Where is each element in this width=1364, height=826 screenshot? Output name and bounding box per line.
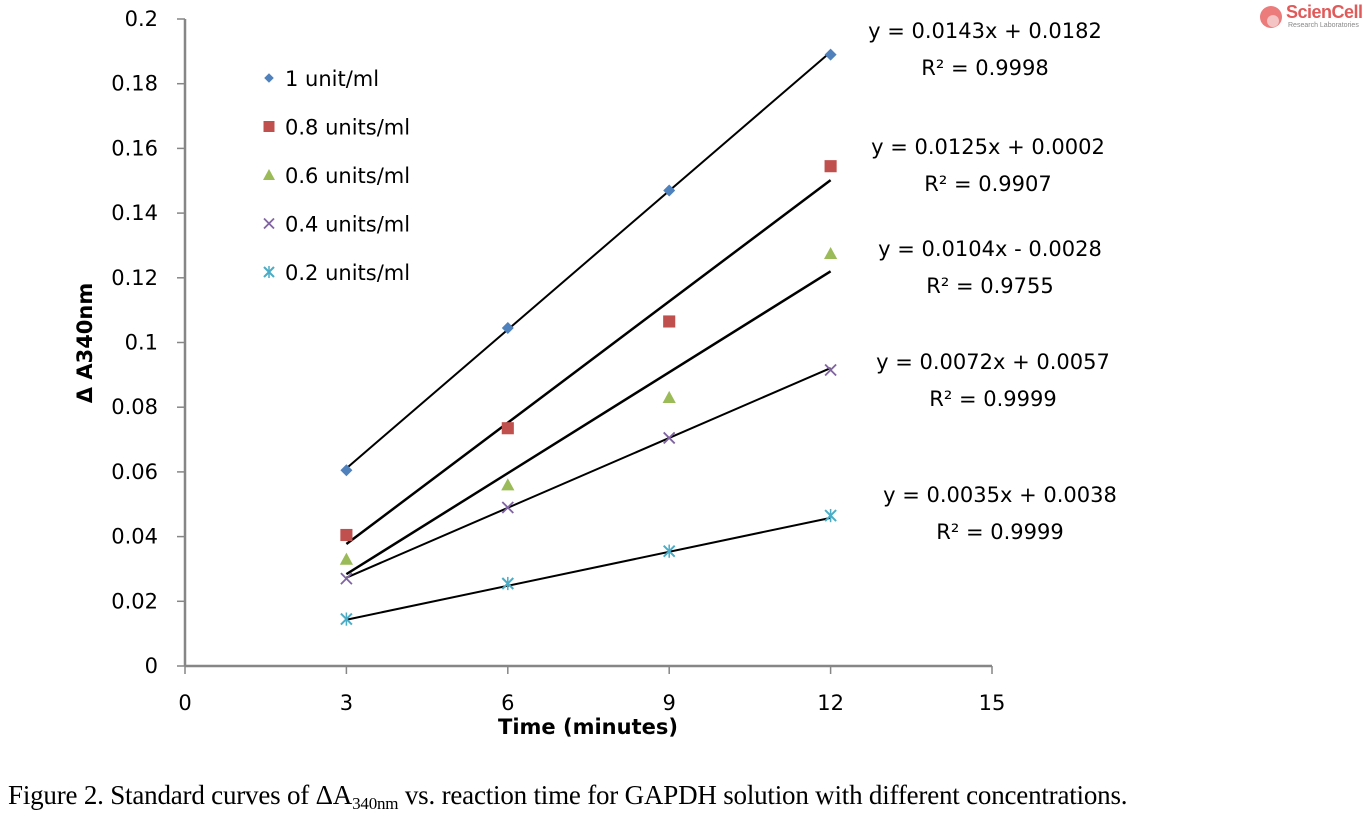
legend-label-4: 0.4 units/ml (285, 213, 410, 237)
trendline-equation-4: y = 0.0072x + 0.0057 (876, 350, 1110, 374)
legend-marker-4 (263, 217, 275, 230)
trendline-r2-1: R² = 0.9998 (921, 56, 1048, 80)
data-point-s2-4 (824, 160, 837, 173)
data-point-s4-2 (501, 501, 514, 514)
data-point-s4-3 (663, 431, 676, 445)
trendline-3 (345, 270, 832, 576)
legend-label-3: 0.6 units/ml (285, 164, 410, 188)
trendline-equation-2: y = 0.0125x + 0.0002 (871, 135, 1105, 159)
y-tick-label: 0.06 (111, 460, 158, 484)
y-tick-label: 0.12 (111, 266, 158, 290)
x-tick-label: 3 (340, 691, 353, 715)
y-tick-label: 0 (145, 654, 158, 678)
data-point-s3-1 (339, 552, 353, 565)
data-point-s3-4 (824, 246, 838, 260)
trendline-r2-5: R² = 0.9999 (936, 520, 1063, 544)
marker-stroke (263, 217, 275, 230)
caption-subscript: 340nm (352, 794, 399, 813)
data-point-s1-2 (501, 321, 514, 334)
legend-marker-3 (263, 169, 275, 180)
trendline-equation-3: y = 0.0104x - 0.0028 (878, 237, 1102, 261)
legend-label-1: 1 unit/ml (285, 67, 379, 91)
logo-name: ScienCell (1286, 2, 1363, 22)
y-tick-label: 0.1 (125, 331, 158, 355)
x-tick-label: 9 (663, 691, 676, 715)
trendline-r2-4: R² = 0.9999 (929, 387, 1056, 411)
marker-stroke (663, 431, 676, 445)
legend-marker-2 (263, 121, 275, 132)
y-tick-label: 0.02 (111, 589, 158, 613)
trendline-equations: y = 0.0143x + 0.0182 R² = 0.9998 y = 0.012… (868, 19, 1117, 544)
trendline-equation-1: y = 0.0143x + 0.0182 (868, 19, 1102, 43)
logo-icon (1260, 6, 1282, 28)
trendline-r2-2: R² = 0.9907 (924, 172, 1051, 196)
axes: 0 0.02 0.04 0.06 0.08 0.1 0.12 0.14 0.16 0.18 0.2 0… (111, 7, 1005, 715)
caption-suffix: vs. reaction time for GAPDH solution wit… (398, 780, 1128, 810)
legend-label-2: 0.8 units/ml (285, 116, 410, 140)
sciencell-logo: ScienCell Research Laboratories (1258, 2, 1363, 34)
data-point-s4-4 (824, 363, 837, 377)
data-point-s1-3 (663, 184, 676, 197)
trendline-r2-3: R² = 0.9755 (926, 274, 1053, 298)
data-point-s2-2 (501, 422, 514, 435)
data-point-s4-1 (340, 572, 353, 585)
figure-caption: Figure 2. Standard curves of ΔA340nm vs.… (8, 780, 1128, 814)
legend: 1 unit/ml 0.8 units/ml 0.6 units/ml 0.4 uni… (263, 67, 410, 285)
data-point-s3-2 (501, 478, 515, 491)
y-tick-label: 0.08 (111, 395, 158, 419)
data-point-s3-3 (662, 390, 676, 403)
trendline-2 (345, 179, 832, 546)
data-point-s5-2 (501, 576, 515, 591)
data-point-s1-1 (340, 464, 353, 477)
logo-tagline: Research Laboratories (1288, 22, 1359, 29)
data-point-s1-4 (824, 48, 837, 61)
y-tick-label: 0.18 (111, 72, 158, 96)
marker-stroke (340, 572, 353, 585)
x-axis-title: Time (minutes) (498, 715, 678, 739)
y-tick-label: 0.04 (111, 525, 158, 549)
x-tick-label: 6 (501, 691, 514, 715)
x-tick-label: 12 (817, 691, 844, 715)
trendline-equation-5: y = 0.0035x + 0.0038 (883, 483, 1117, 507)
y-tick-label: 0.2 (125, 7, 158, 31)
data-point-s5-3 (662, 544, 676, 558)
data-point-s5-4 (824, 508, 837, 523)
y-tick-label: 0.14 (111, 201, 158, 225)
x-tick-label: 0 (178, 691, 191, 715)
legend-label-5: 0.2 units/ml (285, 261, 410, 285)
trendline-5 (346, 516, 831, 621)
trendline-4 (346, 367, 831, 579)
marker-stroke (501, 501, 514, 514)
trendline-1 (345, 51, 832, 470)
data-point-s2-3 (663, 315, 676, 328)
x-tick-label: 15 (979, 691, 1006, 715)
data-point-s5-1 (340, 612, 353, 626)
y-axis-title: Δ A340nm (73, 283, 97, 403)
marker-stroke (824, 363, 837, 377)
caption-prefix: Figure 2. Standard curves of ΔA (8, 780, 353, 810)
data-point-s2-1 (340, 528, 353, 542)
y-tick-label: 0.16 (111, 136, 158, 160)
legend-marker-5 (263, 266, 275, 278)
data-points (339, 48, 838, 626)
trendlines (345, 51, 832, 621)
legend-marker-1 (264, 73, 274, 83)
